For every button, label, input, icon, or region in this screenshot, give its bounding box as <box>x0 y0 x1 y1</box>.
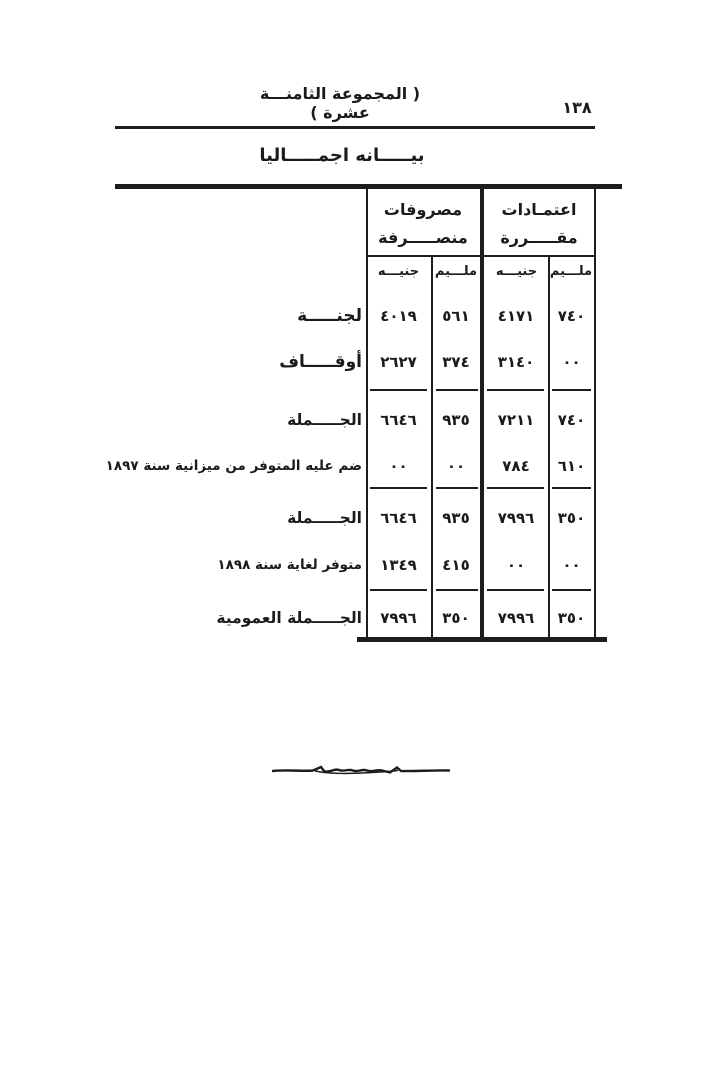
total-separator <box>552 589 591 591</box>
unit-header-expenses-pounds: جنيـــه <box>377 264 420 279</box>
row-label: متوفر لغاية سنة ١٨٩٨ <box>217 557 362 573</box>
unit-header-credits-pounds: جنيـــه <box>495 264 538 279</box>
cell-credits-pounds: ٧٨٤ <box>502 457 530 475</box>
column-divider-expenses <box>431 255 433 642</box>
total-separator <box>487 589 544 591</box>
table-row: متوفر لغاية سنة ١٨٩٨ ١٣٤٩ ٤١٥ ٠٠ ٠٠ <box>0 552 720 578</box>
cell-credits-pounds: ٧٩٩٦ <box>497 609 535 627</box>
cell-credits-pounds: ٤١٧١ <box>497 307 535 325</box>
cell-expenses-pounds: ٤٠١٩ <box>380 307 417 325</box>
total-separator <box>552 389 591 391</box>
total-separator <box>487 487 544 489</box>
cell-expenses-pounds: ٦٦٤٦ <box>380 411 417 429</box>
row-label: الجـــــملة <box>287 411 362 429</box>
column-divider-credits <box>548 255 550 642</box>
header-separator-rule <box>366 255 596 257</box>
total-separator <box>487 389 544 391</box>
column-group-header-credits: اعتمـادات مقـــــررة <box>486 196 592 254</box>
cell-credits-pounds: ٠٠ <box>506 556 526 574</box>
cell-expenses-pounds: ٠٠ <box>389 457 408 475</box>
cell-expenses-millimes: ٩٣٥ <box>442 509 470 527</box>
credits-label-line1: اعتمـادات <box>501 200 577 219</box>
total-separator <box>370 389 427 391</box>
cell-credits-pounds: ٧٢١١ <box>497 411 535 429</box>
cell-expenses-millimes: ٠٠ <box>446 457 466 475</box>
unit-header-expenses-millimes: ملـــيم <box>434 264 478 279</box>
credits-label-line2: مقـــــررة <box>500 228 578 247</box>
row-label: الجـــــملة العمومية <box>216 609 362 627</box>
row-label: ضم عليه المتوفر من ميزانية سنة ١٨٩٧ <box>105 458 362 474</box>
expenses-label-line2: منصـــــرفة <box>378 228 468 247</box>
table-row-total: الجـــــملة ٦٦٤٦ ٩٣٥ ٧٩٩٦ ٣٥٠ <box>0 505 720 531</box>
group-divider <box>480 189 484 642</box>
cell-expenses-pounds: ٦٦٤٦ <box>380 509 417 527</box>
expenses-label-line1: مصروفات <box>383 200 463 219</box>
header-rule <box>115 126 595 129</box>
cell-credits-millimes: ٠٠ <box>562 556 581 574</box>
total-separator <box>436 589 478 591</box>
table-row: لجنـــــة ٤٠١٩ ٥٦١ ٤١٧١ ٧٤٠ <box>0 303 720 329</box>
cell-credits-millimes: ٧٤٠ <box>557 411 586 429</box>
cell-credits-millimes: ٧٤٠ <box>557 307 586 325</box>
cell-credits-pounds: ٧٩٩٦ <box>497 509 535 527</box>
cell-credits-millimes: ٣٥٠ <box>557 609 586 627</box>
unit-header-credits-millimes: ملـــيم <box>549 264 593 279</box>
page-number: ١٣٨ <box>562 98 592 117</box>
table-top-heavy-rule <box>115 184 622 189</box>
table-row-total: الجـــــملة ٦٦٤٦ ٩٣٥ ٧٢١١ ٧٤٠ <box>0 407 720 433</box>
document-header-title: ( المجموعة الثامنـــة عشرة ) <box>259 84 421 122</box>
cell-expenses-millimes: ٣٧٤ <box>442 353 470 371</box>
column-group-header-expenses: مصروفات منصـــــرفة <box>368 196 478 254</box>
table-row-grand-total: الجـــــملة العمومية ٧٩٩٦ ٣٥٠ ٧٩٩٦ ٣٥٠ <box>0 605 720 631</box>
cell-expenses-millimes: ٩٣٥ <box>442 411 470 429</box>
total-separator <box>436 389 478 391</box>
table-border-right <box>594 189 596 642</box>
section-title: بيـــــانه اجمـــــاليا <box>259 145 425 166</box>
cell-expenses-pounds: ٢٦٢٧ <box>380 353 417 371</box>
cell-expenses-millimes: ٥٦١ <box>442 307 470 325</box>
cell-credits-millimes: ٣٥٠ <box>557 509 586 527</box>
cell-expenses-millimes: ٣٥٠ <box>442 609 470 627</box>
cell-credits-pounds: ٣١٤٠ <box>497 353 535 371</box>
table-bottom-heavy-rule <box>357 637 607 642</box>
table-row: ضم عليه المتوفر من ميزانية سنة ١٨٩٧ ٠٠ ٠… <box>0 453 720 479</box>
cell-credits-millimes: ٦١٠ <box>557 457 586 475</box>
total-separator <box>436 487 478 489</box>
row-label: أوقـــــاف <box>279 352 362 372</box>
row-label: لجنـــــة <box>297 306 362 326</box>
total-separator <box>370 589 427 591</box>
cell-expenses-pounds: ٧٩٩٦ <box>380 609 417 627</box>
flourish-divider <box>272 765 450 775</box>
cell-credits-millimes: ٠٠ <box>562 353 581 371</box>
cell-expenses-pounds: ١٣٤٩ <box>380 556 417 574</box>
cell-expenses-millimes: ٤١٥ <box>442 556 470 574</box>
table-border-left <box>366 189 368 642</box>
total-separator <box>370 487 427 489</box>
row-label: الجـــــملة <box>287 509 362 527</box>
table-row: أوقـــــاف ٢٦٢٧ ٣٧٤ ٣١٤٠ ٠٠ <box>0 349 720 375</box>
total-separator <box>552 487 591 489</box>
